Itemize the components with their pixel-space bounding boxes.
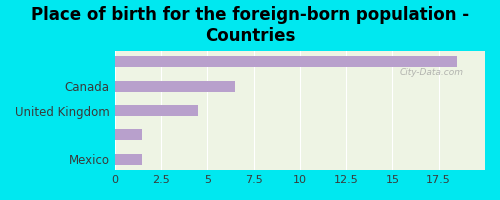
Bar	[114, 81, 235, 92]
Bar	[114, 129, 142, 140]
Bar	[114, 56, 457, 67]
Bar	[114, 154, 142, 165]
Bar	[114, 105, 198, 116]
Text: Place of birth for the foreign-born population -
Countries: Place of birth for the foreign-born popu…	[31, 6, 469, 45]
Text: City-Data.com: City-Data.com	[400, 68, 464, 77]
